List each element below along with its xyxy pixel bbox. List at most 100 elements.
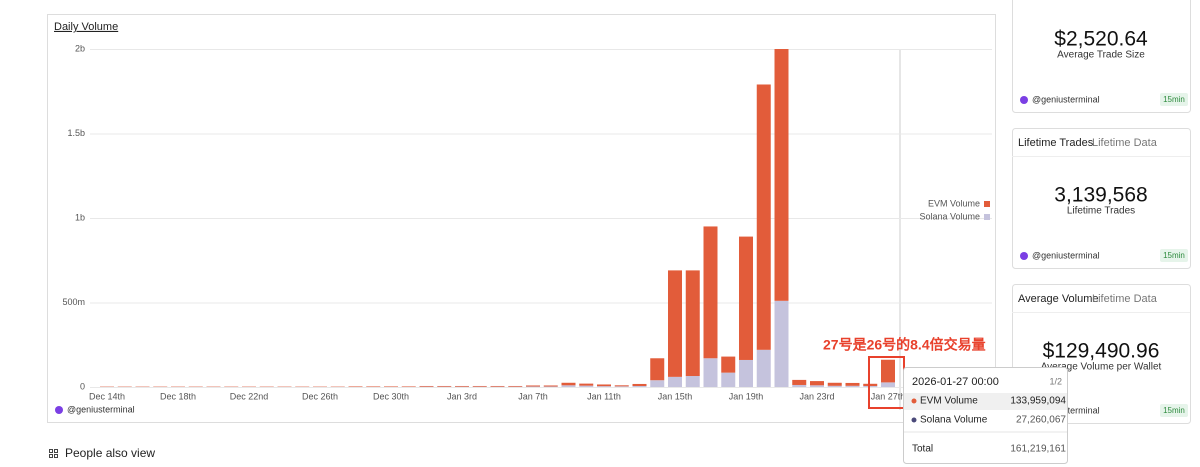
bar-segment	[703, 226, 718, 359]
bar-segment	[472, 385, 487, 387]
tooltip-date: 2026-01-27 00:00	[912, 376, 999, 388]
x-tick-label: Dec 22nd	[230, 391, 269, 401]
legend-swatch	[984, 214, 990, 220]
bar-segment	[668, 270, 682, 377]
bar-segment	[792, 384, 807, 387]
x-tick-label: Jan 11th	[587, 391, 621, 401]
chart-title: Daily Volume	[54, 21, 118, 33]
x-tick-label: Jan 3rd	[447, 391, 477, 401]
bar-segment	[739, 359, 753, 387]
logo	[1020, 252, 1028, 260]
legend-label: EVM Volume	[928, 198, 980, 208]
bar-segment	[632, 383, 647, 386]
bar-segment	[614, 385, 629, 387]
card-value: $2,520.64	[1054, 28, 1148, 51]
x-tick-label: Jan 7th	[518, 391, 548, 401]
tooltip-total-label: Total	[912, 444, 933, 455]
card-badge: 15min	[1163, 95, 1185, 104]
y-tick-label: 1.5b	[67, 128, 85, 138]
tooltip-name: Solana Volume	[920, 415, 988, 426]
logo	[1020, 96, 1028, 104]
logo	[55, 406, 63, 414]
annotation: 27号是26号的8.4倍交易量	[823, 337, 986, 353]
bar-segment	[863, 385, 878, 387]
tooltip-swatch	[911, 417, 917, 423]
card-label: Average Volume per Wallet	[1041, 362, 1162, 373]
bar-segment	[721, 372, 736, 387]
bar-segment	[739, 236, 753, 360]
plot: 0 500m 1b 1.5b 2b Dec 14th Dec 18th Dec 22nd Dec…	[62, 43, 992, 401]
bar-segment	[597, 386, 611, 387]
card	[1012, 128, 1191, 269]
bar-segment	[756, 84, 771, 350]
card-badge: 15min	[1163, 406, 1185, 415]
bar-segment	[863, 383, 878, 386]
tooltip-total: 161,219,161	[1010, 444, 1066, 455]
tooltip-row-bg	[904, 393, 1067, 410]
watermark: @geniusterminal	[67, 404, 135, 414]
bar-segment	[685, 376, 700, 387]
bar-segment	[845, 382, 860, 386]
bar-segment	[348, 386, 363, 387]
bar-segment	[579, 385, 594, 387]
card-handle: @geniusterminal	[1032, 250, 1100, 260]
bar-segment	[881, 359, 895, 383]
bar-segment	[845, 385, 860, 387]
tooltip-name: EVM Volume	[920, 396, 978, 407]
bar-segment	[490, 385, 505, 387]
bar-segment	[632, 385, 647, 387]
tooltip-value: 27,260,067	[1016, 415, 1066, 426]
bar-segment	[721, 356, 736, 373]
bar-segment	[774, 49, 789, 301]
badge-bg	[1160, 249, 1188, 262]
card-handle: @geniusterminal	[1032, 94, 1100, 104]
bar-segment	[455, 385, 469, 387]
card-label: Average Trade Size	[1057, 50, 1145, 61]
card	[1012, 0, 1191, 113]
bar-segment	[650, 358, 665, 381]
x-tick-label: Dec 30th	[373, 391, 409, 401]
bar-segment	[508, 385, 523, 387]
bar-segment	[792, 379, 807, 385]
bar-segment	[881, 382, 895, 387]
bar-segment	[650, 380, 665, 387]
grid-icon	[49, 449, 58, 458]
card-header: Lifetime Trades	[1018, 137, 1094, 149]
tooltip: 2026-01-27 00:00 1/2 EVM Volume 133,959,…	[903, 367, 1068, 464]
x-tick-label: Jan 15th	[658, 391, 693, 401]
card-header: Average Volume	[1018, 293, 1099, 305]
bar-segment	[561, 385, 576, 387]
bar-segment	[827, 385, 842, 387]
bar-segment	[543, 386, 558, 387]
bar-segment	[579, 383, 594, 386]
legend-swatch	[984, 201, 990, 207]
tooltip-box	[903, 367, 1068, 464]
bar-segment	[685, 270, 700, 377]
bar-segment	[703, 358, 718, 387]
y-tick-label: 1b	[75, 212, 85, 222]
tooltip-swatch	[911, 398, 917, 404]
bar-segment	[526, 386, 540, 387]
bar-segment	[419, 385, 434, 387]
x-tick-label: Jan 27th	[871, 391, 906, 401]
bar-segment	[810, 381, 824, 386]
bar-segment	[827, 382, 842, 386]
bar-segment	[614, 386, 629, 387]
bar-segment	[756, 349, 771, 387]
card-value: $129,490.96	[1043, 340, 1160, 363]
x-tick-label: Jan 23rd	[799, 391, 834, 401]
y-tick-label: 500m	[62, 297, 85, 307]
x-tick-label: Dec 26th	[302, 391, 338, 401]
card-badge: 15min	[1163, 251, 1185, 260]
footer-link[interactable]: People also view	[65, 446, 155, 460]
tooltip-page: 1/2	[1049, 376, 1062, 386]
x-tick-label: Dec 18th	[160, 391, 196, 401]
bar-segment	[401, 386, 416, 387]
bar-segment	[774, 300, 789, 387]
bar-segment	[597, 384, 611, 387]
bar-segment	[543, 385, 558, 387]
card-subheader: Lifetime Data	[1092, 137, 1158, 149]
